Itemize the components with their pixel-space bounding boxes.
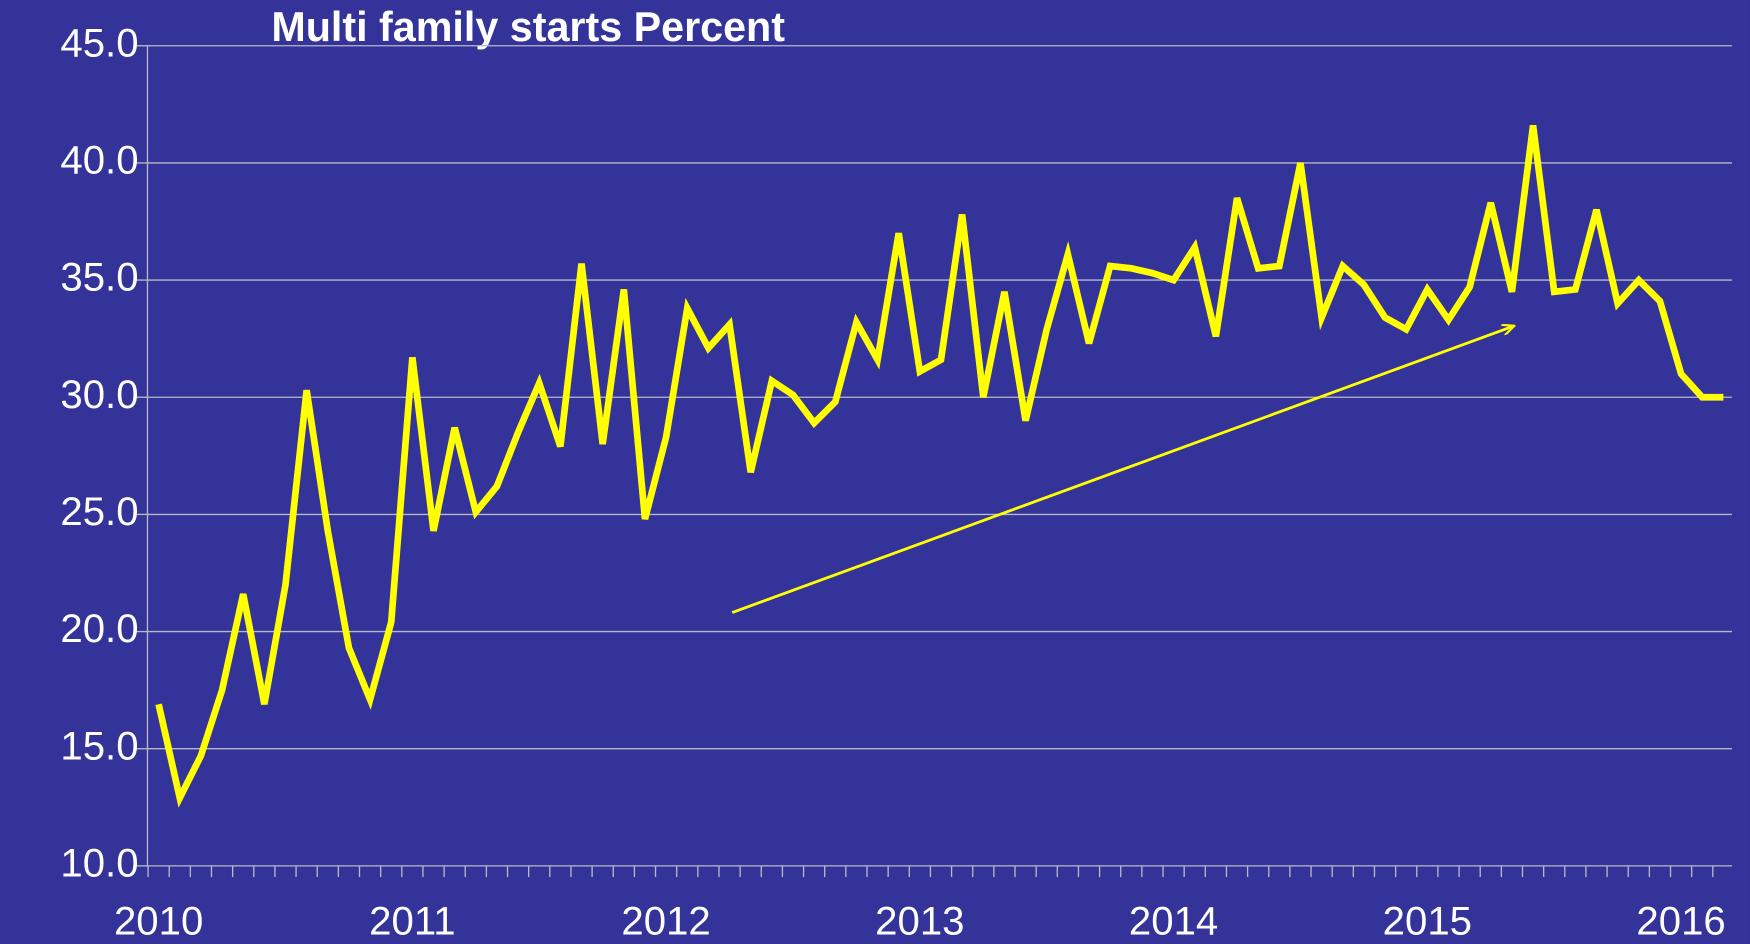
x-tick-label: 2011 xyxy=(369,899,455,944)
y-tick-label: 40.0 xyxy=(60,138,138,183)
y-tick-label: 25.0 xyxy=(60,489,138,534)
y-tick-label: 20.0 xyxy=(60,606,138,651)
y-tick-label: 35.0 xyxy=(60,255,138,300)
y-tick-label: 45.0 xyxy=(60,20,138,65)
x-tick-label: 2016 xyxy=(1636,899,1725,944)
x-tick-label: 2010 xyxy=(114,899,203,944)
trend-arrow xyxy=(731,326,1514,614)
x-tick-label: 2015 xyxy=(1383,899,1472,944)
data-line xyxy=(155,124,1724,808)
y-tick-label: 15.0 xyxy=(60,723,138,768)
y-tick-label: 10.0 xyxy=(60,841,138,886)
y-tick-label: 30.0 xyxy=(60,372,138,417)
chart-title: Multi family starts Percent xyxy=(271,4,785,50)
x-tick-label: 2014 xyxy=(1129,899,1218,944)
x-tick-label: 2013 xyxy=(875,899,964,944)
x-tick-label: 2012 xyxy=(621,899,710,944)
